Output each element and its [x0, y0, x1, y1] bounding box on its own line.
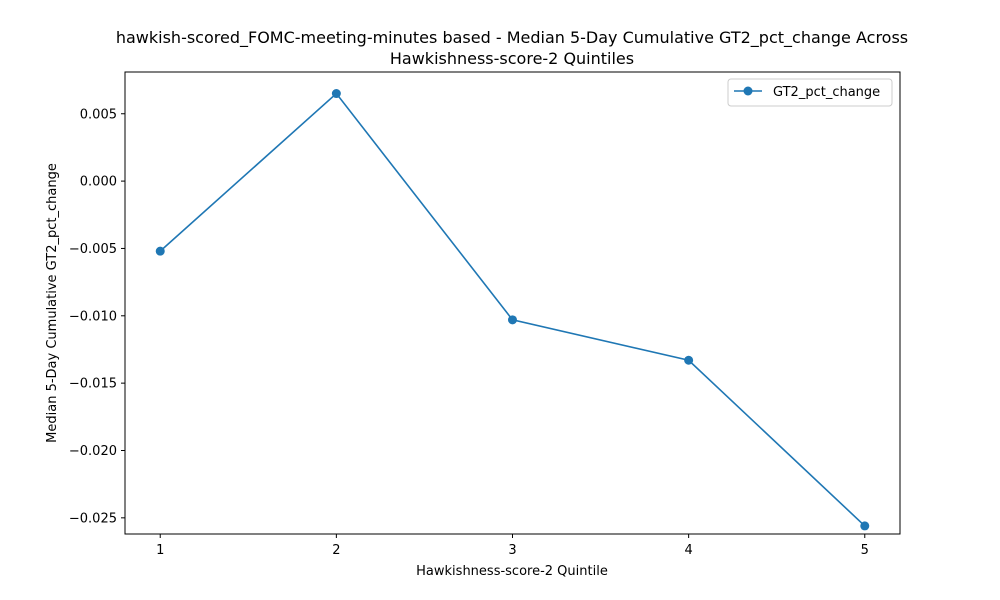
chart-title-line-2: Hawkishness-score-2 Quintiles	[390, 49, 634, 68]
data-point	[331, 89, 341, 99]
x-tick-label: 2	[332, 543, 340, 558]
plot-area	[124, 71, 901, 535]
y-tick-label: −0.015	[69, 377, 117, 392]
chart-title: hawkish-scored_FOMC-meeting-minutes base…	[116, 28, 908, 68]
series-line	[159, 92, 866, 527]
series-group	[155, 89, 870, 531]
y-tick-label: −0.010	[69, 309, 117, 324]
x-tick-label: 5	[861, 543, 869, 558]
legend-box	[727, 78, 893, 107]
y-tick-label: 0.005	[80, 107, 117, 122]
data-point	[684, 355, 694, 365]
data-point	[155, 246, 165, 256]
y-axis-ticks: 0.005 0.000 −0.005 −0.010 −0.015 −0.020 −0.025	[69, 107, 125, 526]
x-tick-label: 4	[684, 543, 692, 558]
y-tick-label: 0.000	[80, 175, 117, 190]
data-point	[508, 315, 517, 325]
x-tick-label: 1	[156, 543, 164, 558]
y-tick-label: −0.005	[69, 242, 117, 257]
chart-title-line-1: hawkish-scored_FOMC-meeting-minutes base…	[116, 28, 908, 48]
y-tick-label: −0.020	[69, 444, 117, 459]
y-axis-label: Median 5-Day Cumulative GT2_pct_change	[45, 163, 60, 443]
x-axis-label: Hawkishness-score-2 Quintile	[416, 564, 608, 579]
legend: GT2_pct_change	[727, 78, 893, 107]
x-tick-label: 3	[508, 543, 516, 558]
y-tick-label: −0.025	[69, 511, 117, 526]
legend-swatch-marker	[743, 86, 753, 96]
x-axis-ticks: 1 2 3 4 5	[156, 534, 869, 558]
data-point	[860, 521, 870, 531]
legend-label: GT2_pct_change	[773, 85, 880, 100]
